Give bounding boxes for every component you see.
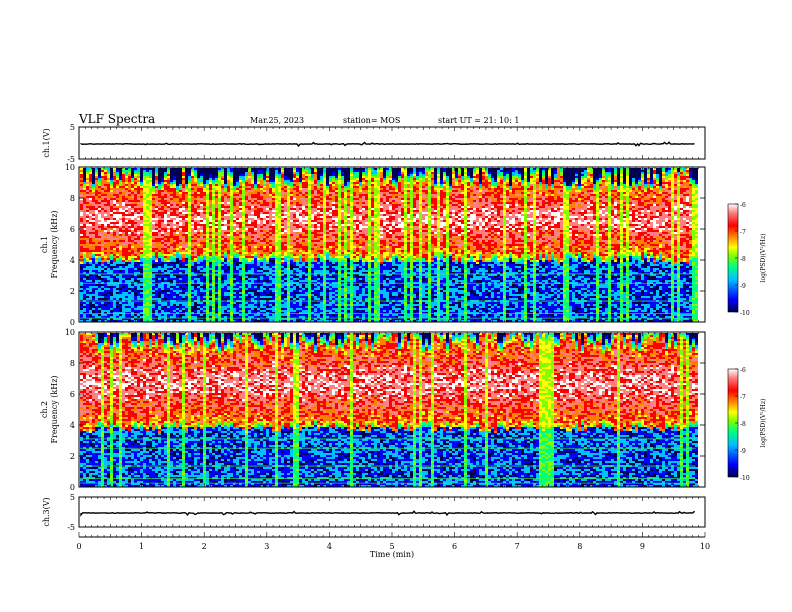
station-label: station= MOS [343,116,400,125]
ch2-spectrogram-colorbar-label: log(PSD)(V²/Hz) [760,399,767,448]
ch1-spectrogram-colorbar-tick: -7 [740,229,746,236]
ch1-spectrogram-colorbar-tick: -6 [740,202,746,209]
ch1-colorbar: -6 -7 -8 -9 -10 log(PSD)(V²/Hz) [728,202,767,317]
time-tick-label: 10 [700,542,710,551]
ch1-spectrogram-colorbar-tick: -9 [740,283,746,290]
ch2-spectrogram-ytick-label: 6 [70,390,75,399]
ch2-spectrogram-colorbar-tick: -8 [740,421,746,428]
ch2-spectrogram-ytick-label: 0 [70,483,75,492]
ch1-spectrogram-panel: 0 2 4 6 8 10 ch.1 Frequency (kHz) [40,163,705,327]
ch2-spectrogram-ytick-label: 10 [65,328,75,337]
ch1-spectrogram-ytick-label: 4 [70,256,75,265]
time-tick-label: 3 [264,542,269,551]
time-tick-label: 1 [139,542,144,551]
ch3-waveform-ytick-label: 5 [70,493,75,502]
ch1-spectrogram-ytick-label: 10 [65,163,75,172]
ch2-spectrogram-ylabel: Frequency (kHz) [50,375,59,443]
ch3-waveform-panel: 5 -5 ch.3(V) [42,493,705,532]
time-tick-label: 0 [76,542,81,551]
time-tick-label: 8 [577,542,582,551]
ch2-spectrogram-ytick-label: 4 [70,421,75,430]
ch1-spectrogram-ytick-label: 8 [70,194,75,203]
ch1-spectrogram-ylabel-channel: ch.1 [40,236,49,253]
ch2-spectrogram-colorbar-tick: -6 [740,367,746,374]
time-tick-label: 2 [202,542,207,551]
date-label: Mar.25, 2023 [250,116,304,125]
ch2-spectrogram-colorbar-tick: -7 [740,394,746,401]
start-ut-label: start UT = 21: 10: 1 [438,116,519,125]
ch1-spectrogram-colorbar-label: log(PSD)(V²/Hz) [760,234,767,283]
ch3-waveform-ylabel: ch.3(V) [42,497,51,526]
ch2-spectrogram-ytick-label: 8 [70,359,75,368]
ch1-waveform-ylabel: ch.1(V) [42,128,51,157]
ch1-spectrogram-colorbar-tick: -8 [740,256,746,263]
ch2-spectrogram-ylabel-channel: ch.2 [40,401,49,418]
time-tick-label: 7 [515,542,520,551]
ch1-waveform-panel: 5-5ch.1(V) [42,123,705,164]
ch1-spectrogram-ytick-label: 0 [70,318,75,327]
ch1-spectrogram-ytick-label: 6 [70,225,75,234]
ch1-waveform-trace [81,142,695,146]
ch2-spectrogram-image [79,333,698,487]
ch1-spectrogram-ytick-label: 2 [70,287,75,296]
ch1-spectrogram-ylabel: Frequency (kHz) [50,210,59,278]
time-tick-label: 9 [640,542,645,551]
ch2-spectrogram-colorbar-tick: -10 [740,475,750,482]
ch2-spectrogram-colorbar-tick: -9 [740,448,746,455]
ch2-spectrogram-panel: 0 2 4 6 8 10 ch.2 Frequency (kHz) [40,328,705,492]
ch2-colorbar: -6 -7 -8 -9 -10 log(PSD)(V²/Hz) [728,367,767,482]
ch1-spectrogram-colorbar-tick: -10 [740,310,750,317]
ch3-waveform-trace [81,511,695,515]
ch3-waveform-ytick-label: -5 [67,523,75,532]
time-tick-label: 4 [327,542,332,551]
ch1-waveform-ytick-label: 5 [70,123,75,132]
ch1-spectrogram-image [79,168,698,322]
figure-title: VLF Spectra [78,112,155,126]
time-axis-label: Time (min) [370,550,414,559]
ch2-spectrogram-ytick-label: 2 [70,452,75,461]
time-tick-label: 6 [452,542,457,551]
